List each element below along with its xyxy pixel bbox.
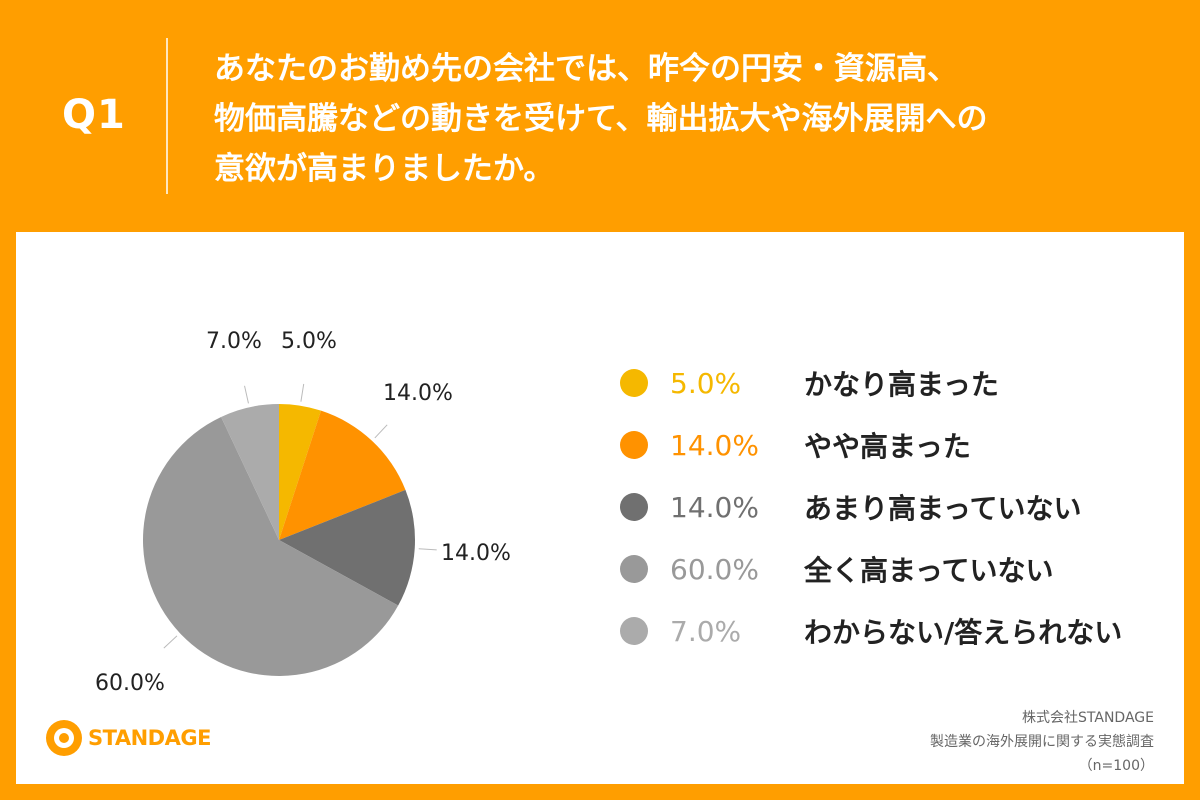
legend: 5.0% かなり高まった 14.0% やや高まった 14.0% あまり高まってい… bbox=[620, 352, 1180, 662]
question-number: Q1 bbox=[62, 92, 126, 138]
legend-percent: 5.0% bbox=[670, 366, 742, 400]
credit-company: 株式会社STANDAGE bbox=[1022, 710, 1154, 726]
legend-item: 60.0% 全く高まっていない bbox=[620, 538, 1180, 600]
pie-data-label: 5.0% bbox=[281, 329, 337, 354]
pie-leader-line bbox=[244, 385, 249, 404]
pie-data-label: 14.0% bbox=[441, 541, 511, 566]
credits: 株式会社STANDAGE 製造業の海外展開に関する実態調査 （n=100） bbox=[930, 706, 1154, 778]
question-header: Q1 あなたのお勤め先の会社では、昨今の円安・資源高、 物価高騰などの動きを受け… bbox=[0, 0, 1200, 232]
logo-text: STANDAGE bbox=[88, 726, 211, 750]
legend-label: かなり高まった bbox=[804, 368, 999, 401]
pie-slice bbox=[279, 404, 322, 540]
legend-label: あまり高まっていない bbox=[804, 492, 1082, 525]
chart-panel: 5.0% 14.0% 14.0% 60.0% 7.0% 5.0% かなり高まった 14.… bbox=[16, 232, 1184, 784]
legend-percent: 14.0% bbox=[670, 490, 759, 524]
pie-leader-line bbox=[300, 383, 305, 402]
legend-dot bbox=[620, 369, 648, 397]
question-line-3: 意欲が高まりましたか。 bbox=[214, 151, 555, 187]
legend-label: やや高まった bbox=[804, 430, 971, 463]
legend-percent: 14.0% bbox=[670, 428, 759, 462]
question-text: あなたのお勤め先の会社では、昨今の円安・資源高、 物価高騰などの動きを受けて、輸… bbox=[214, 44, 1174, 194]
pie-data-label: 7.0% bbox=[206, 329, 262, 354]
credit-sample: （n=100） bbox=[1078, 758, 1154, 774]
pie-slice bbox=[279, 489, 415, 606]
legend-percent: 7.0% bbox=[670, 614, 742, 648]
logo-mark-icon bbox=[46, 720, 82, 756]
legend-item: 14.0% あまり高まっていない bbox=[620, 476, 1180, 538]
legend-item: 14.0% やや高まった bbox=[620, 414, 1180, 476]
legend-item: 5.0% かなり高まった bbox=[620, 352, 1180, 414]
pie-slice bbox=[142, 416, 399, 677]
pie-slice bbox=[221, 404, 279, 540]
legend-label: わからない/答えられない bbox=[804, 616, 1123, 649]
legend-dot bbox=[620, 555, 648, 583]
pie-slice bbox=[279, 410, 406, 540]
pie-leader-line bbox=[418, 548, 437, 551]
legend-percent: 60.0% bbox=[670, 552, 759, 586]
legend-item: 7.0% わからない/答えられない bbox=[620, 600, 1180, 662]
credit-survey: 製造業の海外展開に関する実態調査 bbox=[930, 734, 1154, 750]
pie-chart: 5.0% 14.0% 14.0% 60.0% 7.0% bbox=[95, 329, 511, 696]
question-line-1: あなたのお勤め先の会社では、昨今の円安・資源高、 bbox=[214, 51, 958, 87]
legend-dot bbox=[620, 617, 648, 645]
pie-data-label: 14.0% bbox=[383, 381, 453, 406]
pie-leader-line bbox=[374, 424, 388, 439]
question-line-2: 物価高騰などの動きを受けて、輸出拡大や海外展開への bbox=[214, 101, 988, 137]
pie-data-label: 60.0% bbox=[95, 671, 165, 696]
pie-leader-line bbox=[163, 635, 178, 649]
question-divider bbox=[166, 38, 168, 194]
standage-logo: STANDAGE bbox=[46, 720, 211, 756]
legend-label: 全く高まっていない bbox=[804, 554, 1054, 587]
legend-dot bbox=[620, 431, 648, 459]
legend-dot bbox=[620, 493, 648, 521]
